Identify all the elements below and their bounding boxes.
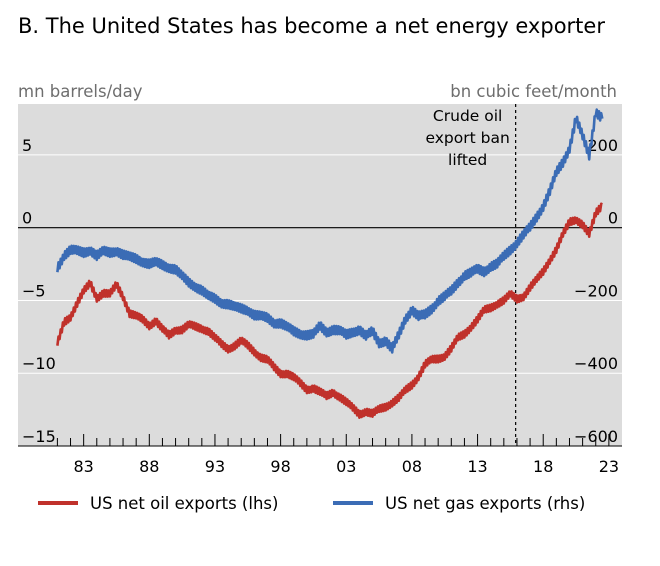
right-tick-label: 0 [608,209,618,228]
annotation-line-0: Crude oil [433,107,502,125]
left-tick-label: 5 [22,136,32,155]
x-tick-label: 88 [139,457,159,476]
legend-label-gas: US net gas exports (rhs) [385,494,585,513]
right-axis-label: bn cubic feet/month [450,82,617,101]
annotation-line-2: lifted [448,151,487,169]
left-axis-tick-labels: 5 0 −5 −10 −15 [22,136,56,446]
right-tick-label: 200 [587,136,618,155]
left-tick-label: 0 [22,209,32,228]
series-line-gas [56,108,604,354]
left-tick-label: −10 [22,354,56,373]
x-tick-label: 08 [402,457,422,476]
legend: US net oil exports (lhs) US net gas expo… [38,494,585,513]
legend-label-oil: US net oil exports (lhs) [90,494,278,513]
x-tick-label: 13 [467,457,487,476]
right-tick-label: −400 [574,354,618,373]
left-tick-label: −15 [22,427,56,446]
series-line-oil [56,202,603,419]
x-tick-label: 83 [73,457,93,476]
series-group [56,108,604,419]
chart-title: B. The United States has become a net en… [18,14,605,38]
x-tick-label: 03 [336,457,356,476]
export-ban-annotation: Crude oil export ban lifted [425,107,509,169]
x-tick-label: 18 [533,457,553,476]
right-tick-label: −200 [574,281,618,300]
left-tick-label: −5 [22,281,46,300]
left-axis-label: mn barrels/day [18,82,143,101]
right-tick-label: −600 [574,427,618,446]
right-axis-tick-labels: 200 0 −200 −400 −600 [574,136,618,446]
annotation-line-1: export ban [425,129,509,147]
x-tick-label: 93 [205,457,225,476]
x-tick-label: 98 [270,457,290,476]
x-tick-label: 23 [599,457,619,476]
x-axis-ticks [18,434,622,447]
x-axis-tick-labels: 83 88 93 98 03 08 13 18 23 [73,457,619,476]
